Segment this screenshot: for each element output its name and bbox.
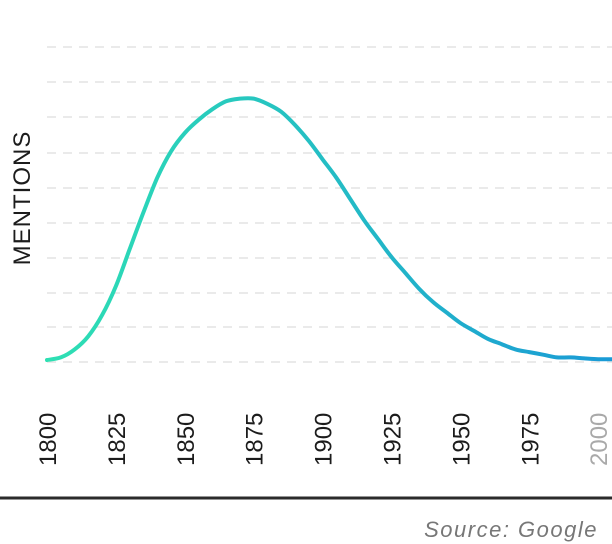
x-tick-label: 1850 <box>173 413 200 466</box>
x-tick-label: 1825 <box>104 413 131 466</box>
source-note: Source: Google <box>424 517 598 542</box>
x-tick-label: 1925 <box>380 413 407 466</box>
x-tick-label: 1975 <box>517 413 544 466</box>
x-tick-label: 1800 <box>35 413 62 466</box>
gridlines <box>47 46 612 363</box>
y-axis-label: MENTIONS <box>9 131 36 266</box>
series-line-mentions <box>45 96 612 362</box>
x-axis-ticks: 1800 1825 1850 1875 1900 1925 1950 1975 2000 <box>35 413 612 466</box>
x-tick-label: 1900 <box>311 413 338 466</box>
x-tick-label: 1950 <box>448 413 475 466</box>
x-tick-label: 2000 <box>586 413 612 466</box>
x-tick-label: 1875 <box>242 413 269 466</box>
